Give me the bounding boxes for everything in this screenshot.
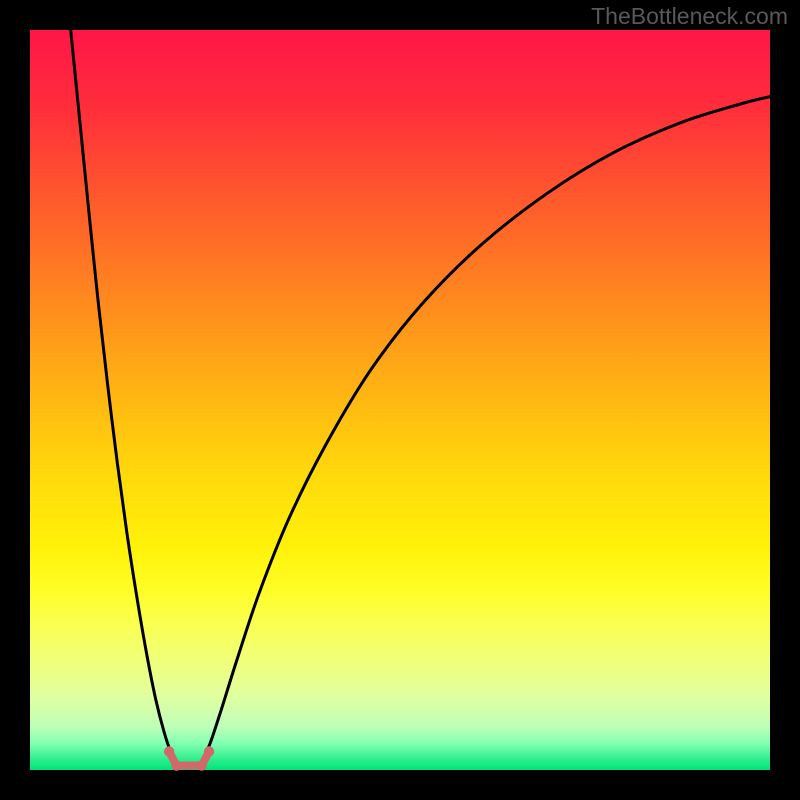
marker-dot (196, 760, 206, 770)
marker-dot (164, 746, 174, 756)
plot-background (30, 30, 770, 770)
marker-dot (171, 760, 181, 770)
chart-container: TheBottleneck.com (0, 0, 800, 800)
watermark-text: TheBottleneck.com (591, 3, 788, 30)
bottleneck-chart (0, 0, 800, 800)
marker-dot (204, 746, 214, 756)
